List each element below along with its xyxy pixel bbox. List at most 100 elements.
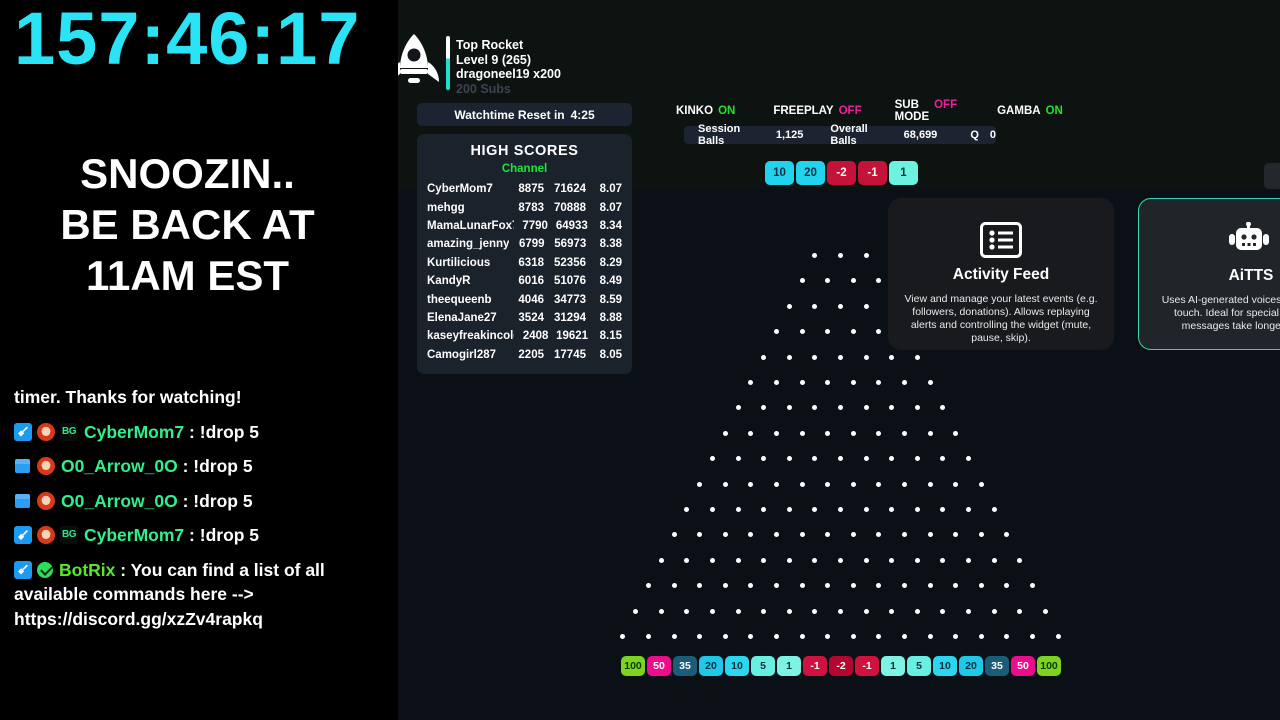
toggle-gamba[interactable]: GAMBAON xyxy=(997,105,1063,117)
bet-button[interactable]: -2 xyxy=(827,161,856,185)
plinko-peg xyxy=(774,380,779,385)
toggle-kinko[interactable]: KINKOON xyxy=(676,105,735,117)
stream-timer: 157:46:17 xyxy=(14,2,360,76)
plinko-peg xyxy=(1004,532,1009,537)
high-score-row: mehgg8783708888.07 xyxy=(427,198,622,216)
high-score-row: Camogirl2872205177458.05 xyxy=(427,346,622,364)
plinko-peg xyxy=(992,507,997,512)
high-score-v2: 56973 xyxy=(545,238,587,250)
chat-badges xyxy=(14,492,55,510)
toggle-label: KINKO xyxy=(676,105,713,117)
chat-message: BotRix : You can find a list of all avai… xyxy=(14,558,394,632)
plinko-peg xyxy=(940,405,945,410)
plinko-peg xyxy=(864,609,869,614)
plinko-peg xyxy=(825,431,830,436)
plinko-peg xyxy=(1017,609,1022,614)
plinko-peg xyxy=(710,609,715,614)
plinko-slot: 1 xyxy=(881,656,905,676)
bet-button[interactable]: -1 xyxy=(858,161,887,185)
bet-amount-buttons: 1020-2-11 xyxy=(765,161,918,185)
high-score-v2: 52356 xyxy=(544,257,586,269)
plinko-peg xyxy=(851,532,856,537)
chat-message: timer. Thanks for watching! xyxy=(14,385,394,410)
toggle-label: FREEPLAY xyxy=(773,105,833,117)
emote-badge xyxy=(37,423,55,441)
high-score-v3: 8.34 xyxy=(588,220,622,232)
chat-text: : !drop 5 xyxy=(189,525,259,545)
high-score-row: KandyR6016510768.49 xyxy=(427,272,622,290)
plinko-peg xyxy=(659,558,664,563)
plinko-peg xyxy=(812,253,817,258)
high-score-v1: 2408 xyxy=(514,330,548,342)
plinko-peg xyxy=(838,456,843,461)
toggle-freeplay[interactable]: FREEPLAYOFF xyxy=(773,105,861,117)
chat-username[interactable]: O0_Arrow_0O xyxy=(61,491,178,511)
plinko-peg xyxy=(736,558,741,563)
toggle-state: OFF xyxy=(934,99,957,123)
plinko-peg xyxy=(851,634,856,639)
bet-button[interactable]: 10 xyxy=(765,161,794,185)
plinko-peg xyxy=(864,405,869,410)
card-aitts[interactable]: AiTTS Uses AI-generated voices for a nat… xyxy=(1138,198,1280,350)
plinko-peg xyxy=(1043,609,1048,614)
toggle-label: SUB MODE xyxy=(895,99,930,123)
high-score-v3: 8.05 xyxy=(586,349,622,361)
chat-username[interactable]: CyberMom7 xyxy=(84,525,184,545)
plinko-peg xyxy=(697,532,702,537)
plinko-peg xyxy=(864,558,869,563)
card-activity-feed[interactable]: Activity Feed View and manage your lates… xyxy=(888,198,1114,350)
session-balls-label: Session Balls xyxy=(698,123,765,147)
plinko-peg xyxy=(864,304,869,309)
emote-badge xyxy=(37,492,55,510)
plinko-peg xyxy=(736,507,741,512)
plinko-peg xyxy=(838,304,843,309)
plinko-slot-row: 1005035201051-1-2-11510203550100 xyxy=(621,656,1061,676)
edge-panel-handle[interactable] xyxy=(1264,163,1280,189)
plinko-peg xyxy=(787,507,792,512)
chat-badges: BG xyxy=(14,526,78,544)
list-icon xyxy=(902,220,1100,260)
plinko-peg xyxy=(697,634,702,639)
high-score-v2: 19621 xyxy=(548,330,588,342)
plinko-slot: -2 xyxy=(829,656,853,676)
high-score-v1: 3524 xyxy=(508,312,544,324)
chat-username[interactable]: CyberMom7 xyxy=(84,422,184,442)
plinko-peg xyxy=(684,507,689,512)
high-scores-subtitle: Channel xyxy=(417,163,632,175)
plinko-peg xyxy=(940,507,945,512)
plinko-peg xyxy=(761,456,766,461)
bet-button[interactable]: 20 xyxy=(796,161,825,185)
high-score-row: kaseyfreakincole2408196218.15 xyxy=(427,327,622,345)
verified-badge xyxy=(37,562,53,578)
high-score-v1: 6799 xyxy=(509,238,545,250)
chat-username[interactable]: O0_Arrow_0O xyxy=(61,456,178,476)
chat-username[interactable]: BotRix xyxy=(59,560,115,580)
card-title: AiTTS xyxy=(1153,267,1280,285)
plinko-peg xyxy=(774,583,779,588)
plinko-peg xyxy=(1004,583,1009,588)
plinko-peg xyxy=(838,558,843,563)
high-score-v1: 8875 xyxy=(508,183,544,195)
plinko-peg xyxy=(992,609,997,614)
high-score-v1: 8783 xyxy=(508,202,544,214)
toggle-sub-mode[interactable]: SUB MODEOFF xyxy=(895,99,958,123)
plinko-peg xyxy=(710,456,715,461)
plinko-peg xyxy=(825,278,830,283)
plinko-peg xyxy=(889,456,894,461)
plinko-peg xyxy=(928,482,933,487)
plinko-peg xyxy=(902,532,907,537)
plinko-peg xyxy=(876,634,881,639)
high-score-v3: 8.15 xyxy=(588,330,622,342)
plinko-peg xyxy=(787,405,792,410)
plinko-peg xyxy=(761,609,766,614)
chat-badges: BG xyxy=(14,423,78,441)
plinko-peg xyxy=(953,482,958,487)
chat-text: timer. Thanks for watching! xyxy=(14,387,242,407)
plinko-peg xyxy=(928,634,933,639)
plinko-peg xyxy=(723,431,728,436)
high-score-name: Kurtilicious xyxy=(427,257,508,269)
plinko-peg xyxy=(979,634,984,639)
plinko-peg xyxy=(659,609,664,614)
bet-button[interactable]: 1 xyxy=(889,161,918,185)
plinko-peg xyxy=(620,634,625,639)
